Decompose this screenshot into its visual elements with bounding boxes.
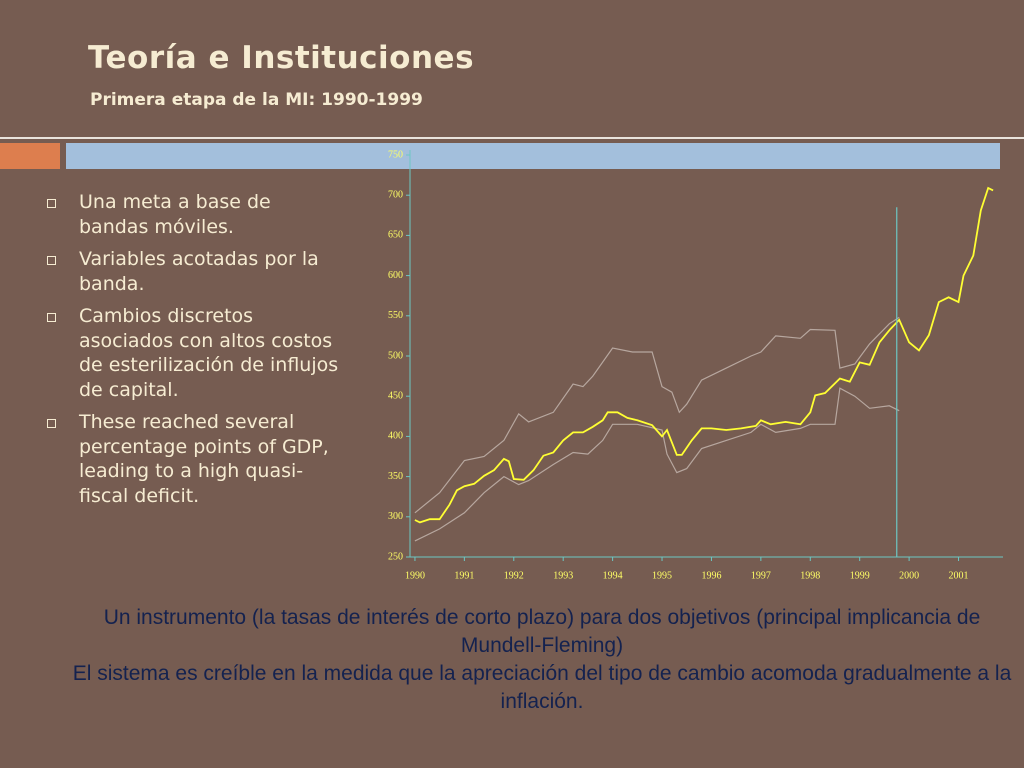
bullet: Variables acotadas por la banda. (45, 247, 345, 296)
bullet: These reached several percentage points … (45, 410, 345, 508)
y-tick-label: 650 (388, 230, 403, 241)
x-tick-label: 2000 (899, 570, 919, 581)
footer-line: El sistema es creíble en la medida que l… (72, 662, 1012, 713)
footer: Un instrumento (la tasas de interés de c… (70, 604, 1014, 716)
x-tick-label: 1999 (850, 570, 870, 581)
y-tick-label: 350 (388, 471, 403, 482)
x-tick-label: 2001 (949, 570, 969, 581)
y-tick-label: 300 (388, 511, 403, 522)
y-tick-label: 500 (388, 350, 403, 361)
y-tick-label: 750 (388, 149, 403, 160)
series-line (414, 316, 900, 514)
rule (0, 137, 1024, 139)
y-tick-label: 250 (388, 551, 403, 562)
x-tick-label: 1993 (553, 570, 573, 581)
y-tick-label: 400 (388, 431, 403, 442)
x-tick-label: 1995 (652, 570, 672, 581)
x-tick-label: 1996 (701, 570, 721, 581)
series-line (414, 387, 900, 542)
title: Teoría e Instituciones (88, 40, 475, 76)
x-tick-label: 1998 (800, 570, 820, 581)
y-tick-label: 450 (388, 390, 403, 401)
y-tick-label: 550 (388, 310, 403, 321)
y-tick-label: 700 (388, 189, 403, 200)
x-tick-label: 1991 (454, 570, 474, 581)
bullet-list: Una meta a base de bandas móviles. Varia… (45, 190, 345, 516)
accent-block (0, 143, 60, 169)
bullet: Una meta a base de bandas móviles. (45, 190, 345, 239)
bullet: Cambios discretos asociados con altos co… (45, 304, 345, 402)
x-tick-label: 1997 (751, 570, 771, 581)
series-line (414, 186, 994, 524)
subtitle: Primera etapa de la MI: 1990-1999 (90, 90, 423, 110)
accent-bar (66, 143, 1000, 169)
x-tick-label: 1990 (405, 570, 425, 581)
x-tick-label: 1992 (504, 570, 524, 581)
y-tick-label: 600 (388, 270, 403, 281)
x-tick-label: 1994 (603, 570, 623, 581)
footer-line: Un instrumento (la tasas de interés de c… (103, 606, 981, 657)
